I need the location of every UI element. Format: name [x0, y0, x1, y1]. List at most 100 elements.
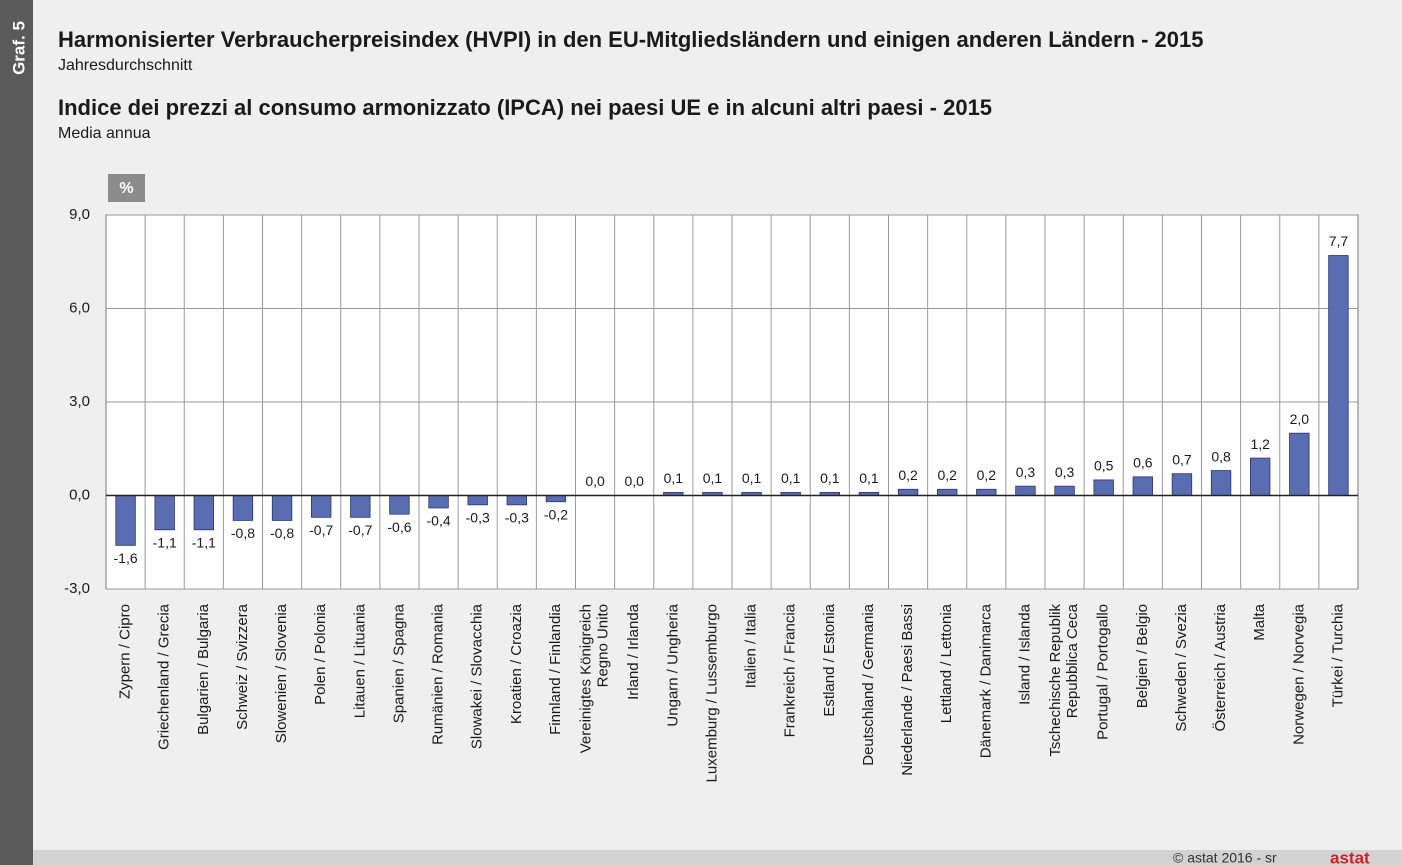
value-label: 0,1: [820, 470, 840, 486]
bar: [1054, 485, 1075, 496]
value-label: -0,7: [348, 522, 372, 538]
bar: [389, 495, 410, 515]
bar: [154, 495, 175, 531]
x-tick-label: Schweiz / Svizzera: [234, 603, 251, 730]
graph-label: Graf. 5: [9, 21, 28, 75]
value-label: 0,2: [977, 467, 997, 483]
value-label: 0,0: [585, 473, 605, 489]
bar: [115, 495, 136, 546]
x-tick-label: Ungarn / Ungheria: [664, 603, 681, 726]
x-tick-label: Estland / Estonia: [821, 603, 838, 716]
y-tick-label: 3,0: [69, 393, 90, 410]
bar: [1015, 485, 1036, 496]
x-tick-label: Tschechische RepublikRepubblica Ceca: [1047, 603, 1081, 756]
bar: [1328, 255, 1349, 496]
x-tick-label: Spanien / Spagna: [390, 603, 407, 723]
value-label: -0,7: [309, 522, 333, 538]
chart-subtitle: Jahresdurchschnitt: [58, 57, 193, 74]
chart-subtitle-2: Media annua: [58, 125, 151, 142]
copyright: © astat 2016 - sr: [1173, 850, 1277, 865]
y-tick-label: 9,0: [69, 206, 90, 223]
x-tick-label: Luxemburg / Lussemburgo: [703, 604, 720, 782]
value-label: 0,7: [1172, 451, 1192, 467]
x-tick-label: Österreich / Austria: [1211, 603, 1229, 731]
x-tick-label: Island / Islanda: [1016, 603, 1033, 705]
value-label: -0,4: [427, 513, 451, 529]
bar: [1210, 470, 1232, 496]
x-tick-label: Bulgarien / Bulgaria: [195, 603, 212, 735]
bar: [311, 495, 332, 518]
x-tick-label: Italien / Italia: [743, 603, 760, 688]
value-label: 0,1: [742, 470, 762, 486]
value-label: 0,3: [1055, 464, 1075, 480]
value-label: 0,5: [1094, 458, 1114, 474]
value-label: -1,1: [153, 534, 177, 550]
bar: [271, 495, 293, 521]
value-label: 7,7: [1329, 233, 1349, 249]
value-label: -0,3: [466, 510, 490, 526]
value-label: -0,8: [231, 525, 255, 541]
bar: [193, 495, 214, 531]
bar: [350, 495, 371, 518]
value-label: 2,0: [1290, 411, 1310, 427]
value-label: 0,6: [1133, 455, 1153, 471]
unit-box: [108, 174, 145, 202]
footer-band: [33, 850, 1402, 865]
x-tick-label: Lettland / Lettonia: [938, 603, 955, 723]
value-label: 0,1: [703, 470, 723, 486]
chart-title-2: Indice dei prezzi al consumo armonizzato…: [58, 95, 992, 120]
bar: [467, 495, 488, 506]
bar: [428, 495, 449, 509]
value-label: -0,6: [387, 519, 411, 535]
bar: [506, 495, 527, 506]
bar: [1289, 432, 1310, 496]
value-label: -0,8: [270, 525, 294, 541]
x-tick-label: Litauen / Lituania: [351, 603, 368, 718]
bar: [1171, 473, 1193, 496]
x-tick-label: Polen / Polonia: [312, 603, 329, 705]
x-tick-label: Malta: [1251, 603, 1268, 640]
bar: [976, 488, 997, 496]
x-tick-label: Slowakei / Slovacchia: [469, 603, 486, 749]
x-tick-label: Belgien / Belgio: [1134, 604, 1151, 708]
x-tick-label: Deutschland / Germania: [860, 603, 877, 765]
value-label: -0,2: [544, 506, 568, 522]
bar: [1132, 476, 1153, 496]
bar: [232, 495, 254, 521]
bar: [897, 488, 919, 496]
value-label: 0,1: [664, 470, 684, 486]
x-tick-label: Rumänien / Romania: [430, 603, 447, 745]
bar: [1093, 479, 1114, 496]
y-tick-label: 0,0: [69, 486, 90, 503]
bar: [937, 488, 958, 496]
x-tick-label: Türkei / Turchia: [1329, 603, 1346, 707]
unit-label: %: [119, 180, 133, 197]
value-label: 0,2: [898, 467, 918, 483]
bar: [545, 495, 567, 503]
x-tick-label: Vereinigtes KönigreichRegno Unito: [578, 604, 612, 753]
x-tick-label: Norwegen / Norvegia: [1290, 603, 1307, 745]
logo: astat: [1330, 848, 1370, 865]
value-label: -1,6: [114, 550, 138, 566]
x-tick-label: Schweden / Svezia: [1173, 603, 1190, 731]
bar: [1250, 457, 1271, 496]
x-tick-label: Frankreich / Francia: [782, 603, 799, 737]
x-tick-label: Portugal / Portogallo: [1095, 604, 1112, 740]
value-label: 0,3: [1016, 464, 1036, 480]
x-tick-label: Finnland / Finlandia: [547, 603, 564, 735]
x-tick-label: Zypern / Cipro: [117, 604, 134, 699]
value-label: 0,1: [859, 470, 879, 486]
value-label: 0,8: [1211, 448, 1231, 464]
value-label: 0,1: [781, 470, 801, 486]
value-label: -1,1: [192, 534, 216, 550]
x-tick-label: Dänemark / Danimarca: [977, 603, 994, 758]
x-tick-label: Griechenland / Grecia: [156, 603, 173, 750]
value-label: 1,2: [1250, 436, 1270, 452]
x-tick-label: Kroatien / Croazia: [508, 603, 525, 724]
value-label: -0,3: [505, 510, 529, 526]
value-label: 0,0: [624, 473, 644, 489]
value-label: 0,2: [937, 467, 957, 483]
x-tick-label: Slowenien / Slovenia: [273, 603, 290, 743]
chart-title: Harmonisierter Verbraucherpreisindex (HV…: [58, 27, 1204, 52]
